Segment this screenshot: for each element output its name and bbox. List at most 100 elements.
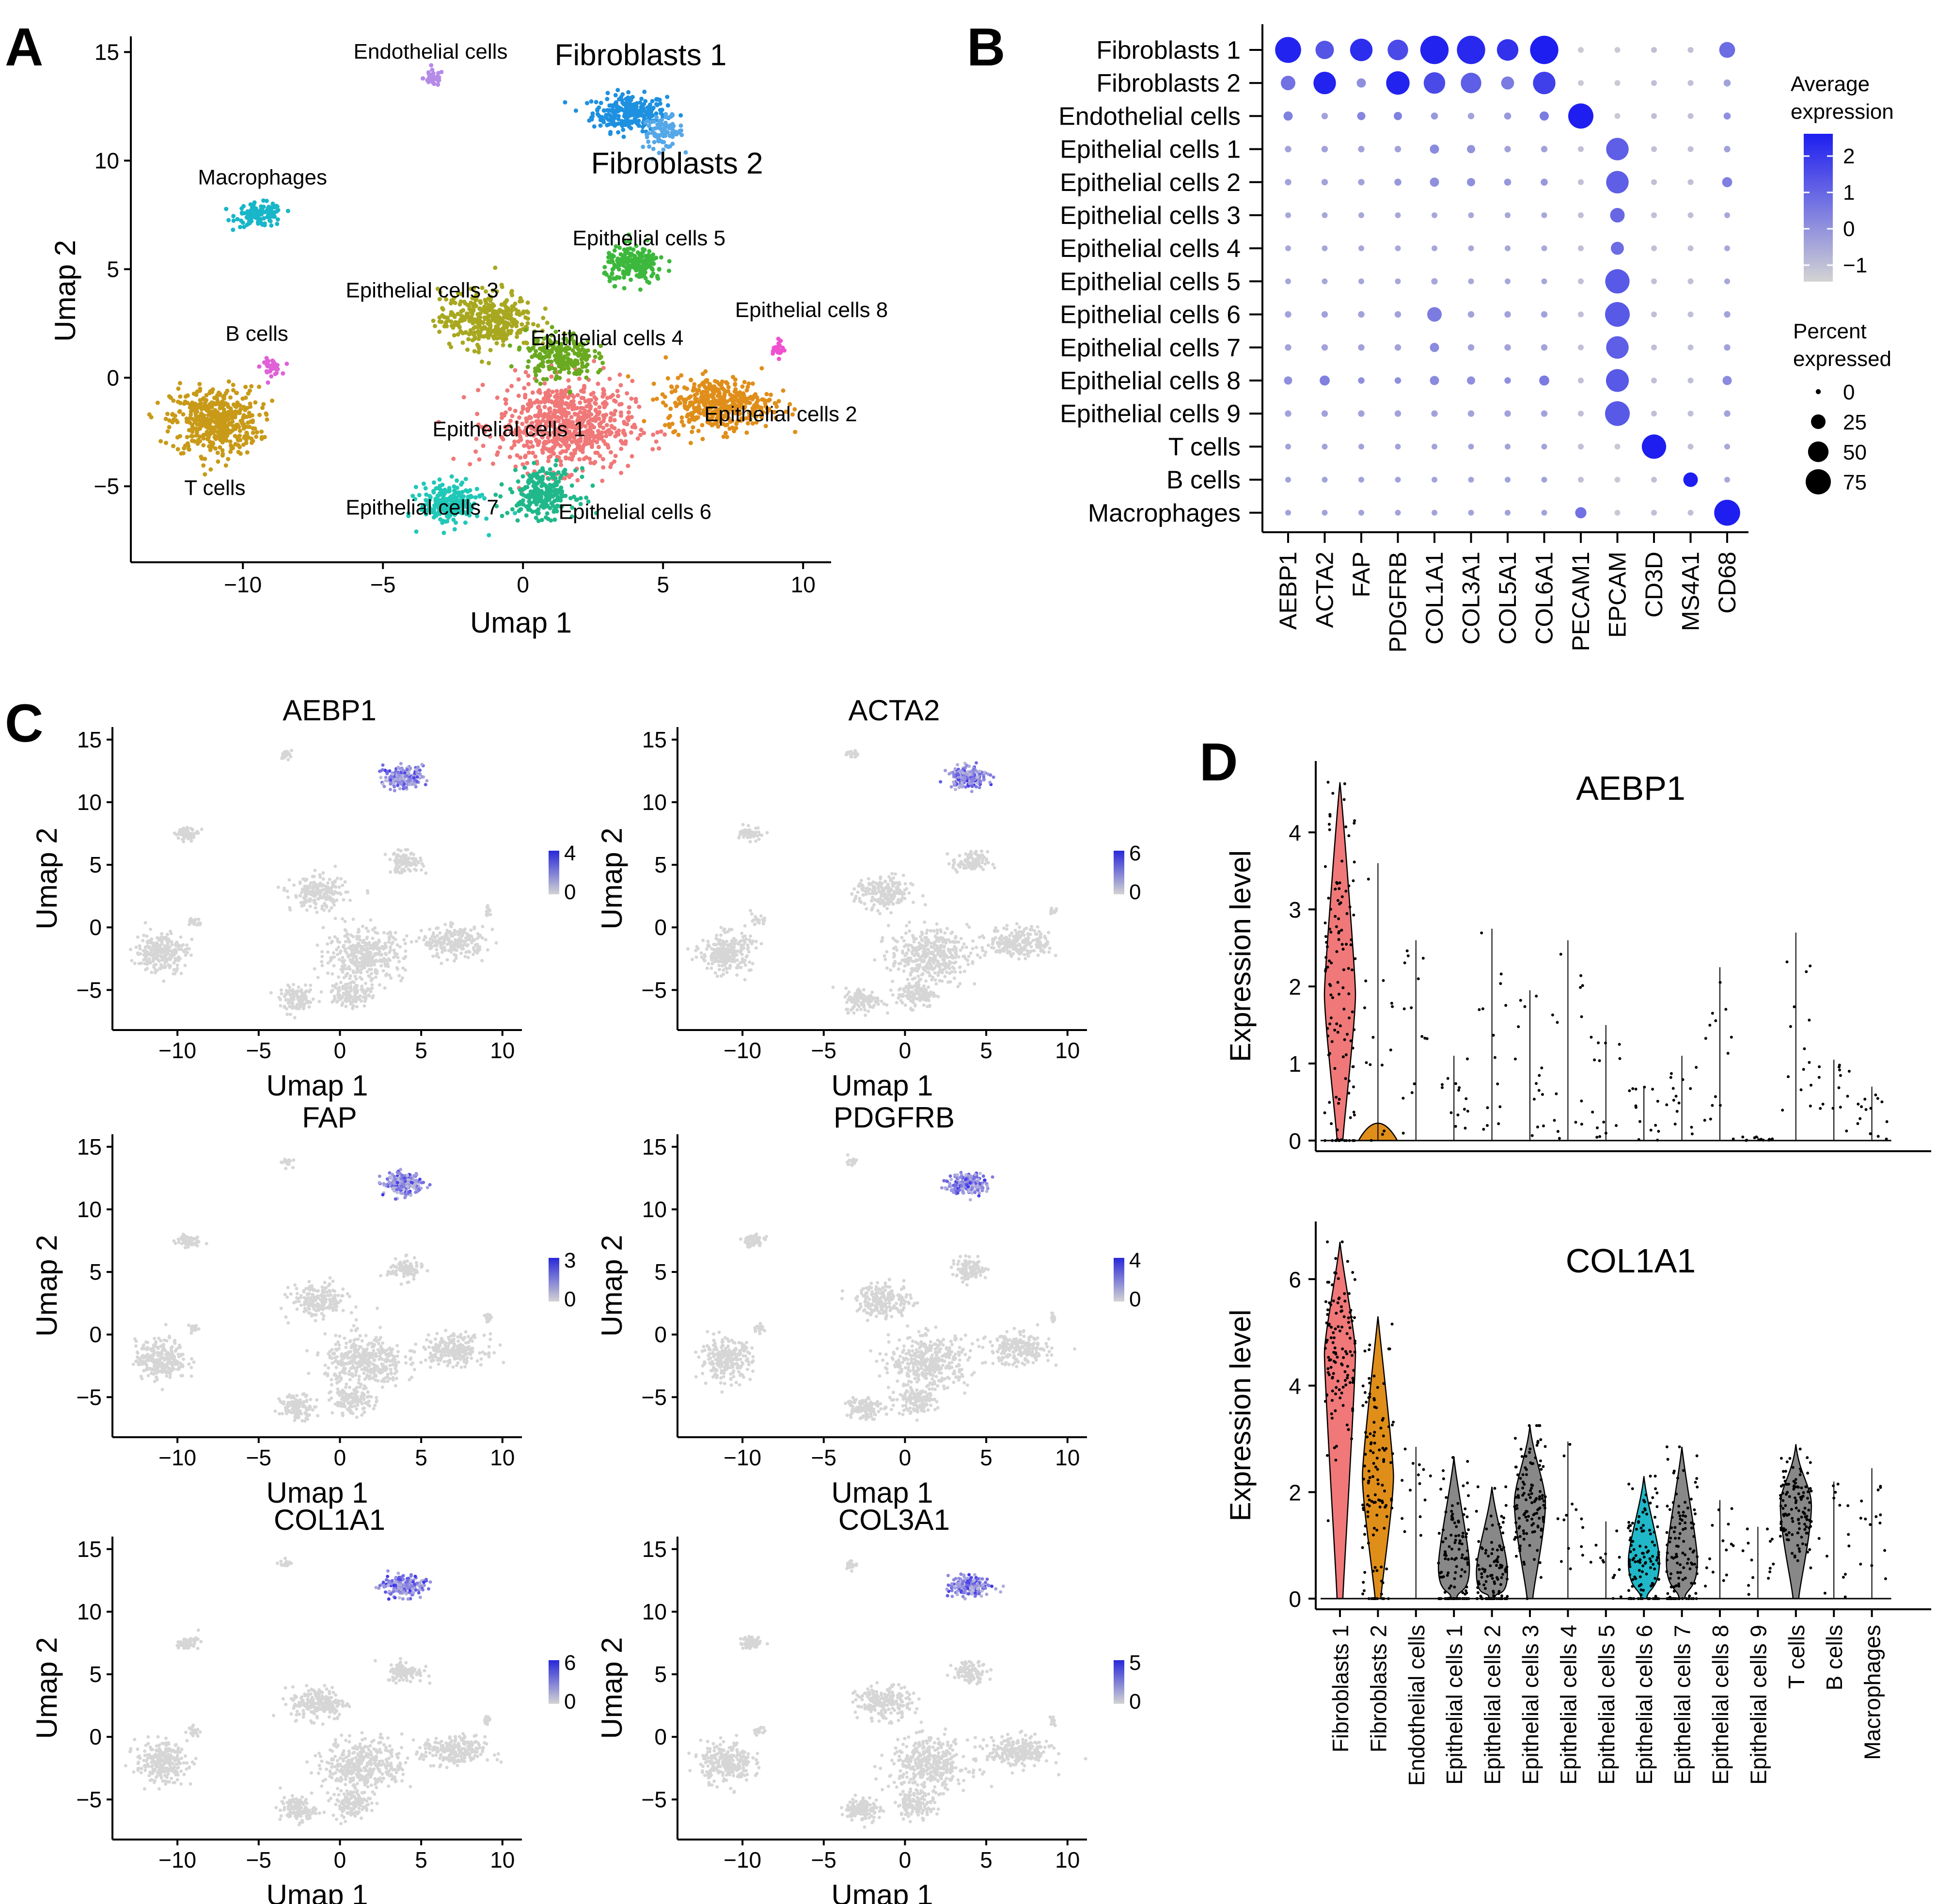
umap-point bbox=[685, 414, 690, 419]
umap-point bbox=[233, 404, 237, 409]
umap-point bbox=[528, 399, 533, 404]
umap-point bbox=[598, 123, 603, 128]
umap-point bbox=[529, 475, 534, 480]
dotplot-dot bbox=[1724, 278, 1730, 285]
feature-point bbox=[308, 904, 312, 908]
umap-point bbox=[430, 67, 435, 72]
dotplot-col-label: COL1A1 bbox=[1421, 552, 1448, 645]
feature-point bbox=[338, 940, 342, 944]
umap-point bbox=[532, 460, 536, 465]
dotplot-row-label: Fibroblasts 2 bbox=[1096, 69, 1241, 97]
umap-point bbox=[518, 330, 522, 335]
legend-size-label: 25 bbox=[1843, 411, 1867, 434]
umap-point bbox=[657, 125, 662, 129]
feature-point bbox=[140, 961, 143, 965]
umap-point bbox=[541, 441, 546, 445]
umap-point bbox=[666, 144, 671, 149]
feature-point bbox=[342, 944, 346, 948]
umap-point bbox=[548, 393, 552, 398]
umap-point bbox=[700, 371, 705, 376]
dotplot-dot bbox=[1358, 311, 1365, 318]
umap-point bbox=[663, 115, 668, 120]
umap-point bbox=[208, 467, 213, 472]
feature-point bbox=[166, 943, 170, 947]
umap-point bbox=[693, 397, 698, 401]
feature-point bbox=[437, 941, 441, 945]
umap-point bbox=[734, 394, 739, 399]
feature-point bbox=[419, 929, 423, 933]
dotplot-dot bbox=[1651, 212, 1657, 218]
feature-point bbox=[433, 936, 437, 939]
umap-point bbox=[539, 484, 544, 489]
dotplot-dot bbox=[1651, 278, 1657, 285]
feature-point bbox=[407, 772, 411, 776]
umap-point bbox=[546, 388, 551, 393]
umap-point bbox=[663, 355, 668, 360]
umap-point bbox=[658, 101, 662, 106]
umap-point bbox=[577, 457, 582, 462]
umap-point bbox=[759, 366, 764, 371]
umap-point bbox=[679, 419, 684, 424]
umap-point bbox=[497, 307, 502, 312]
dotplot-dot bbox=[1687, 311, 1694, 317]
umap-point bbox=[201, 436, 206, 441]
feature-point bbox=[169, 953, 173, 957]
umap-point bbox=[510, 490, 515, 494]
umap-point bbox=[764, 392, 769, 397]
umap-point bbox=[691, 425, 695, 430]
dotplot-dot bbox=[1606, 171, 1629, 193]
umap-point bbox=[625, 391, 630, 396]
dotplot-dot bbox=[1541, 145, 1548, 153]
umap-point bbox=[551, 494, 555, 499]
umap-point bbox=[595, 450, 600, 455]
umap-point bbox=[638, 287, 643, 292]
umap-point bbox=[458, 317, 463, 322]
umap-point bbox=[646, 124, 651, 128]
umap-point bbox=[629, 126, 633, 131]
legend-size-label: 75 bbox=[1843, 471, 1867, 494]
feature-point bbox=[179, 833, 183, 837]
feature-plot-title: AEBP1 bbox=[283, 694, 376, 727]
dotplot-dot bbox=[1395, 509, 1401, 516]
umap-point bbox=[613, 93, 618, 97]
umap-point bbox=[612, 284, 617, 289]
feature-point bbox=[401, 768, 405, 772]
feature-point bbox=[179, 935, 183, 939]
umap-point bbox=[500, 317, 505, 322]
y-tick-label: −5 bbox=[94, 474, 119, 499]
umap-point bbox=[536, 364, 541, 368]
feature-point bbox=[423, 935, 427, 938]
dotplot-row-label: Epithelial cells 6 bbox=[1060, 301, 1241, 329]
dotplot-dot bbox=[1683, 472, 1698, 487]
feature-point bbox=[380, 768, 384, 772]
dotplot-col-label: MS4A1 bbox=[1677, 552, 1704, 631]
dotplot-dot bbox=[1395, 212, 1401, 218]
feature-point bbox=[197, 921, 201, 925]
umap-point bbox=[499, 482, 504, 487]
feature-point bbox=[290, 748, 293, 752]
umap-point bbox=[526, 373, 531, 378]
umap-point bbox=[458, 329, 463, 334]
dotplot-dot bbox=[1614, 509, 1621, 516]
umap-point bbox=[646, 253, 651, 257]
dotplot-dot bbox=[1724, 145, 1731, 153]
umap-point bbox=[212, 410, 217, 414]
feature-point bbox=[418, 773, 422, 777]
feature-point bbox=[453, 952, 456, 956]
umap-point bbox=[185, 393, 190, 398]
feature-point bbox=[380, 945, 384, 949]
feature-point bbox=[396, 783, 400, 787]
umap-point bbox=[493, 265, 498, 270]
umap-point bbox=[626, 374, 630, 379]
umap-point bbox=[644, 266, 648, 270]
feature-point bbox=[364, 926, 368, 930]
dotplot-dot bbox=[1578, 212, 1584, 218]
feature-point bbox=[176, 836, 180, 840]
umap-point bbox=[266, 380, 270, 385]
feature-point bbox=[462, 939, 466, 943]
dotplot-col-label: EPCAM bbox=[1604, 552, 1631, 638]
feature-point bbox=[146, 944, 150, 948]
dotplot-dot bbox=[1432, 245, 1437, 252]
umap-point bbox=[523, 453, 528, 458]
feature-point bbox=[415, 771, 419, 775]
